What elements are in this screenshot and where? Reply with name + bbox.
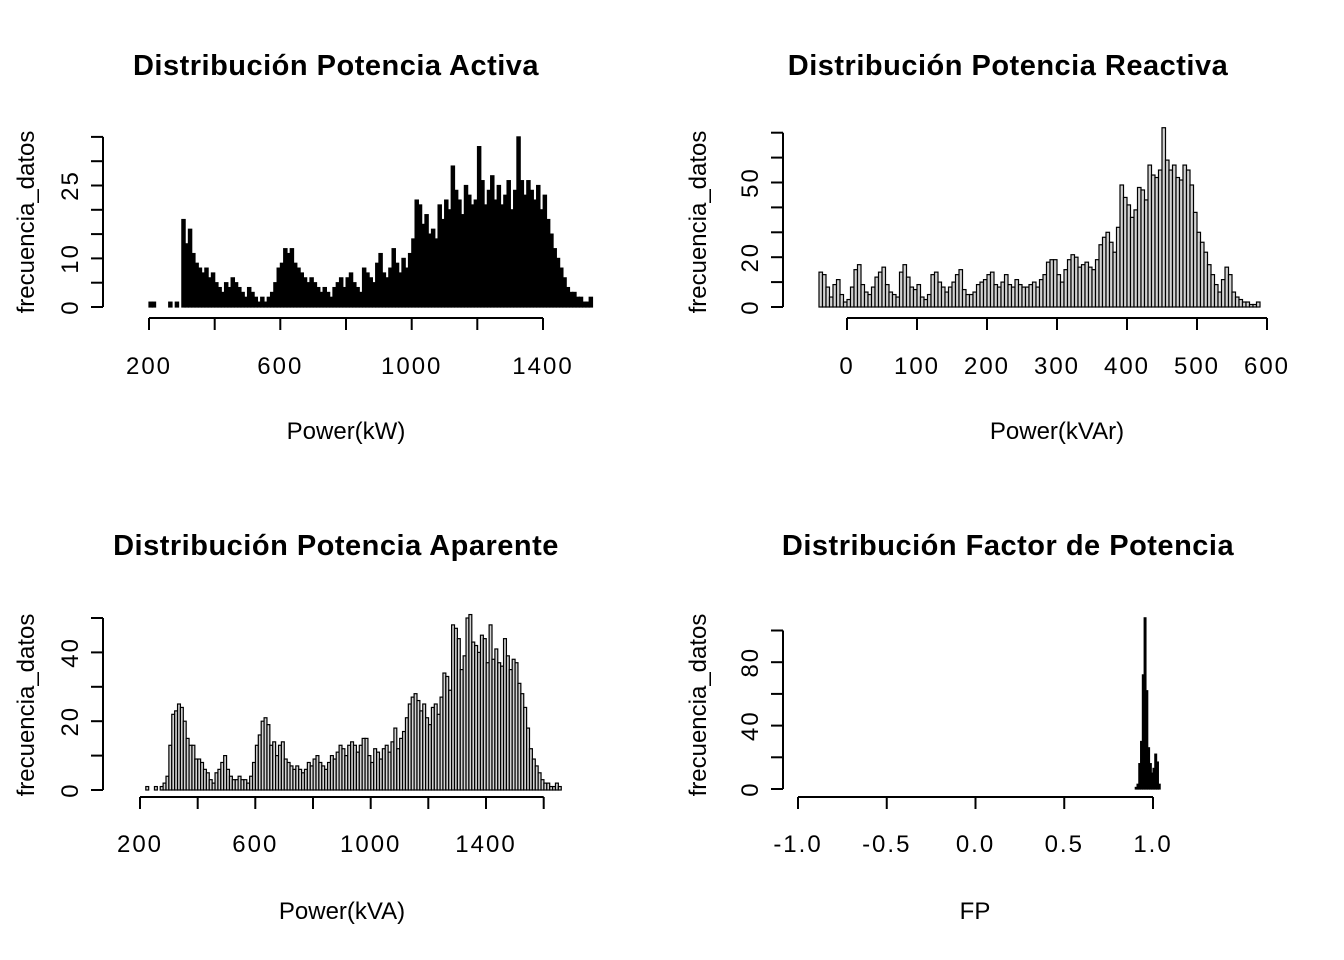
y-tick-label: 40: [57, 637, 84, 668]
x-tick-label: -0.5: [862, 831, 911, 858]
histogram-bar: [835, 279, 841, 308]
y-tick-label: 40: [737, 710, 764, 741]
histogram-bar: [1145, 690, 1149, 790]
histogram-bar: [588, 296, 594, 308]
x-tick-label: 400: [1104, 353, 1150, 380]
histogram-bar: [174, 301, 180, 308]
x-tick-label: 1400: [455, 831, 516, 858]
x-tick-label: 1.0: [1133, 831, 1172, 858]
x-axis-title-aparente: Power(kVA): [278, 898, 406, 925]
chart-title-aparente: Distribución Potencia Aparente: [113, 530, 559, 562]
x-tick-label: 0.0: [956, 831, 995, 858]
y-tick-label: 50: [737, 167, 764, 198]
x-tick-label: 1400: [512, 353, 573, 380]
chart-title-fp: Distribución Factor de Potencia: [781, 530, 1235, 562]
histogram-canvas-activa: frecuencia_datos 0 10 25 200 600 1000 1400: [13, 131, 594, 380]
x-tick-label: 1000: [340, 831, 401, 858]
histogram-bar: [151, 301, 157, 308]
histogram-bar: [839, 293, 845, 308]
y-tick-label: 25: [57, 170, 84, 201]
x-axis-title-fp: FP: [959, 898, 991, 925]
x-tick-label: 500: [1174, 353, 1220, 380]
y-axis-title-reactiva: frecuencia_datos: [685, 131, 712, 314]
x-tick-label: 1000: [381, 353, 442, 380]
y-tick-label: 0: [57, 299, 84, 314]
histogram-bar: [1227, 274, 1233, 308]
histogram-canvas-fp: frecuencia_datos 0 40 80 -1.0 -0.5 0.0 0.5 1.0: [685, 614, 1172, 858]
histogram-bar: [145, 785, 150, 791]
panel-potencia-aparente: Distribución Potencia Aparente frecuenci…: [0, 480, 672, 960]
panel-potencia-reactiva: Distribución Potencia Reactiva frecuenci…: [672, 0, 1344, 480]
y-tick-label: 20: [57, 706, 84, 737]
x-tick-label: 200: [126, 353, 172, 380]
x-tick-label: 200: [117, 831, 163, 858]
chart-title-activa: Distribución Potencia Activa: [132, 50, 540, 82]
histogram-bar: [153, 785, 158, 791]
histogram-bar: [958, 269, 964, 308]
histogram-bar: [168, 301, 173, 308]
y-axis-title-fp: frecuencia_datos: [685, 614, 712, 797]
histogram-bar: [916, 283, 922, 308]
histogram-canvas-aparente: frecuencia_datos 0 20 40 200 600 1000 1400: [13, 614, 562, 858]
y-tick-label: 0: [737, 781, 764, 796]
panel-potencia-activa: Distribución Potencia Activa frecuencia_…: [0, 0, 672, 480]
x-axis-title-activa: Power(kW): [286, 418, 406, 445]
x-tick-label: 200: [964, 353, 1010, 380]
chart-title-reactiva: Distribución Potencia Reactiva: [787, 50, 1229, 82]
panel-factor-potencia: Distribución Factor de Potencia frecuenc…: [672, 480, 1344, 960]
x-tick-label: 600: [232, 831, 278, 858]
histogram-bar: [1157, 783, 1161, 790]
histogram-bar: [1255, 301, 1261, 308]
y-tick-label: 0: [57, 782, 84, 797]
x-tick-label: 600: [1244, 353, 1290, 380]
y-tick-label: 80: [737, 647, 764, 678]
y-tick-label: 0: [737, 299, 764, 314]
histogram-bar: [1156, 761, 1159, 790]
y-axis-title-activa: frecuencia_datos: [13, 131, 40, 314]
x-tick-label: -1.0: [773, 831, 822, 858]
x-tick-label: 0: [839, 353, 854, 380]
y-tick-label: 10: [57, 243, 84, 274]
histogram-bar: [557, 785, 562, 791]
y-tick-label: 20: [737, 242, 764, 273]
x-tick-label: 100: [894, 353, 940, 380]
x-axis-title-reactiva: Power(kVAr): [989, 418, 1125, 445]
x-tick-label: 300: [1034, 353, 1080, 380]
x-tick-label: 0.5: [1045, 831, 1084, 858]
x-tick-label: 600: [257, 353, 303, 380]
y-axis-title-aparente: frecuencia_datos: [13, 614, 40, 797]
